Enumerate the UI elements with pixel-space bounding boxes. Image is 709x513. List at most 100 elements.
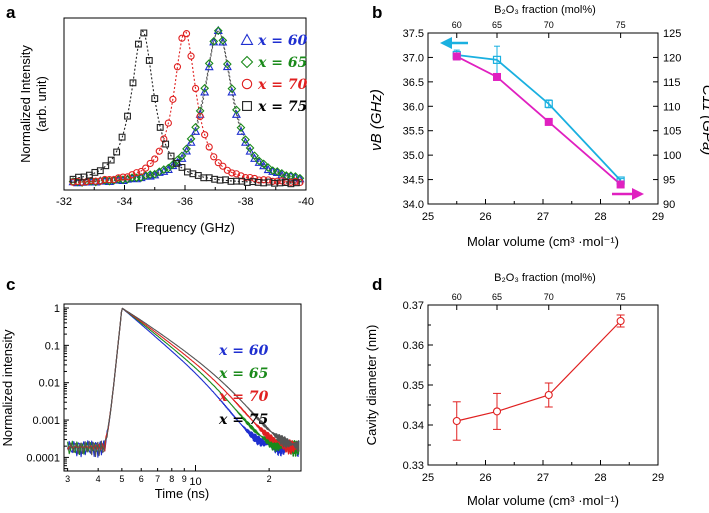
panel-a-point	[232, 170, 241, 178]
panel-a-ylabel-2: (arb. unit)	[34, 76, 49, 132]
panel-a-point	[104, 176, 114, 186]
panel-a-point	[236, 123, 246, 132]
panel-a-point	[231, 109, 241, 118]
panel-a-xlabel: Frequency (GHz)	[135, 220, 235, 235]
panel-a-point	[151, 95, 159, 102]
panel-a-point	[163, 163, 173, 173]
panel-a-xtick-label: -36	[177, 196, 193, 208]
panel-a-point	[91, 177, 101, 187]
panel-c-xtick-major-label: 10	[189, 476, 201, 488]
panel-a-point	[213, 25, 223, 34]
panel-a-legend-label: x = 60	[257, 33, 308, 49]
panel-a-point	[186, 137, 196, 146]
panel-a-point	[204, 62, 214, 71]
panel-a-point	[128, 171, 136, 179]
panel-b-xtick-label: 27	[537, 211, 549, 223]
panel-b-ytick-right-label: 105	[663, 126, 681, 138]
panel-a-point	[96, 167, 104, 175]
panel-a-point	[140, 29, 148, 37]
panel-d-ytick-label: 0.33	[403, 460, 424, 472]
panel-a-point	[102, 162, 110, 170]
panel-b-ytick-right-label: 125	[663, 28, 681, 40]
panel-b-ytick-right-label: 90	[663, 199, 675, 211]
panel-a-point	[214, 159, 222, 167]
panel-a-point	[196, 112, 204, 121]
panel-b-ytick-right-label: 115	[663, 77, 681, 89]
panel-c-label: c	[6, 275, 15, 294]
panel-c-legend-label: x = 75	[218, 412, 268, 428]
panel-a-point	[295, 173, 305, 183]
panel-c-legend-label: x = 65	[218, 366, 268, 382]
panel-a-label: a	[6, 3, 16, 22]
panel-a-point	[296, 178, 304, 187]
panel-b-ytick-left-label: 34.0	[403, 199, 424, 211]
panel-a-point	[123, 173, 132, 181]
panel-a-point	[105, 175, 113, 184]
panel-b-line-c11	[456, 55, 622, 186]
panel-a-point	[156, 123, 164, 131]
panel-a-point	[272, 167, 282, 176]
panel-d-ytick-label: 0.34	[403, 420, 424, 432]
panel-a-point	[114, 174, 123, 182]
panel-a-point	[200, 83, 210, 93]
panel-a-point	[269, 177, 277, 185]
panel-a-point	[191, 126, 201, 135]
panel-a-point	[124, 112, 131, 120]
panel-b-xtick-label: 26	[479, 211, 491, 223]
panel-a-legend-marker	[240, 55, 254, 69]
panel-a-point	[254, 156, 264, 166]
panel-d-xtick-label: 29	[652, 472, 664, 484]
panel-a-legend-marker	[240, 33, 254, 45]
panel-b-ytick-left-label: 37.5	[403, 28, 424, 40]
panel-a-point	[278, 177, 286, 185]
panel-a-point	[209, 37, 219, 46]
panel-a-xtick-label: -32	[56, 196, 72, 208]
panel-a-point	[263, 163, 273, 173]
panel-a-point	[177, 151, 187, 161]
panel-d-line	[456, 320, 622, 422]
panel-b-ytick-right-label: 110	[663, 101, 681, 113]
panel-d-xtick-label: 25	[422, 472, 434, 484]
panel-b-xtick-label: 25	[422, 211, 434, 223]
panel-a-point	[182, 144, 191, 154]
panel-a-point	[78, 178, 86, 186]
panel-c-ytick-label: 0.01	[39, 378, 60, 390]
right-axis-arrow	[612, 188, 644, 200]
panel-a-point	[277, 168, 287, 178]
panel-a-point	[134, 40, 142, 48]
panel-a-legend-label: x = 70	[257, 77, 308, 93]
left-axis-arrow	[440, 37, 468, 49]
panel-b-ylabel-left: νB (GHz)	[368, 89, 385, 151]
panel-a-point	[145, 57, 153, 64]
panel-a-point	[142, 164, 150, 172]
panel-a-point	[113, 148, 121, 156]
panel-b-ytick-left-label: 34.5	[403, 175, 424, 187]
panel-a-point	[155, 147, 163, 155]
panel-d-point	[616, 316, 625, 326]
panel-d-xtick-label: 28	[594, 472, 606, 484]
panel-a-point	[259, 159, 269, 169]
panel-a-point	[195, 106, 205, 116]
panel-a-point	[118, 133, 126, 141]
panel-b-label: b	[372, 3, 382, 22]
panel-a-point	[200, 87, 210, 96]
panel-b-line-vb	[456, 54, 622, 182]
panel-a-point	[160, 135, 168, 143]
panel-b-ytick-right-label: 100	[663, 150, 681, 162]
panel-a-point	[173, 159, 180, 167]
panel-c-decay-curve	[67, 307, 300, 458]
panel-a-point	[245, 143, 255, 153]
panel-a-point	[232, 105, 241, 115]
panel-a-point	[186, 134, 196, 144]
panel-a-point	[173, 63, 182, 71]
panel-d-xlabel: Molar volume (cm³ ·mol⁻¹)	[467, 493, 619, 508]
panel-a: -32 -34 -36 -38 -40 Frequency (GHz) Normaliz…	[18, 17, 314, 235]
panel-b-point-c11	[493, 72, 501, 81]
panel-c-ytick-label: 0.1	[45, 340, 60, 352]
panel-a-point	[168, 160, 178, 169]
panel-d-ylabel: Cavity diameter (nm)	[364, 325, 379, 446]
panel-a-point	[74, 177, 82, 186]
panel-a-point	[191, 84, 200, 93]
panel-a-point	[213, 26, 223, 36]
panel-a-legend-label: x = 65	[257, 55, 307, 71]
